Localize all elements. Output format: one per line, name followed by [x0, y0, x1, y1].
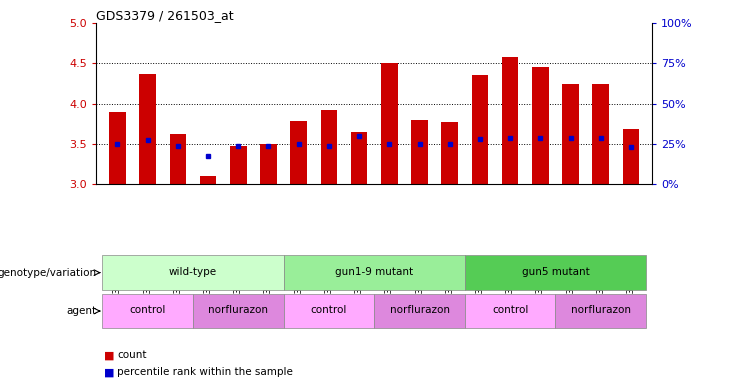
Bar [502, 57, 519, 184]
Text: agent: agent [66, 306, 96, 316]
Text: control: control [310, 305, 347, 315]
Text: norflurazon: norflurazon [208, 305, 268, 315]
Bar [411, 120, 428, 184]
Bar [170, 134, 186, 184]
Text: wild-type: wild-type [169, 267, 217, 277]
Bar [592, 84, 609, 184]
Text: genotype/variation: genotype/variation [0, 268, 96, 278]
Text: control: control [492, 305, 528, 315]
Bar [350, 132, 368, 184]
Bar [471, 76, 488, 184]
Bar [465, 294, 556, 328]
Bar [260, 144, 277, 184]
Bar [465, 255, 646, 290]
Bar [622, 129, 639, 184]
Bar [442, 122, 458, 184]
Bar [562, 84, 579, 184]
Text: ■: ■ [104, 350, 118, 360]
Text: ■: ■ [104, 367, 118, 377]
Bar [374, 294, 465, 328]
Text: count: count [117, 350, 147, 360]
Bar [381, 63, 398, 184]
Bar [139, 74, 156, 184]
Bar [102, 255, 284, 290]
Text: control: control [130, 305, 166, 315]
Bar [290, 121, 307, 184]
Bar [230, 146, 247, 184]
Bar [284, 294, 374, 328]
Bar [284, 255, 465, 290]
Bar [556, 294, 646, 328]
Text: norflurazon: norflurazon [390, 305, 450, 315]
Bar [200, 176, 216, 184]
Bar [532, 66, 548, 184]
Text: gun1-9 mutant: gun1-9 mutant [335, 267, 413, 277]
Text: GDS3379 / 261503_at: GDS3379 / 261503_at [96, 9, 234, 22]
Bar [102, 294, 193, 328]
Bar [109, 112, 126, 184]
Text: percentile rank within the sample: percentile rank within the sample [117, 367, 293, 377]
Text: gun5 mutant: gun5 mutant [522, 267, 589, 277]
Bar [193, 294, 284, 328]
Text: norflurazon: norflurazon [571, 305, 631, 315]
Bar [321, 110, 337, 184]
